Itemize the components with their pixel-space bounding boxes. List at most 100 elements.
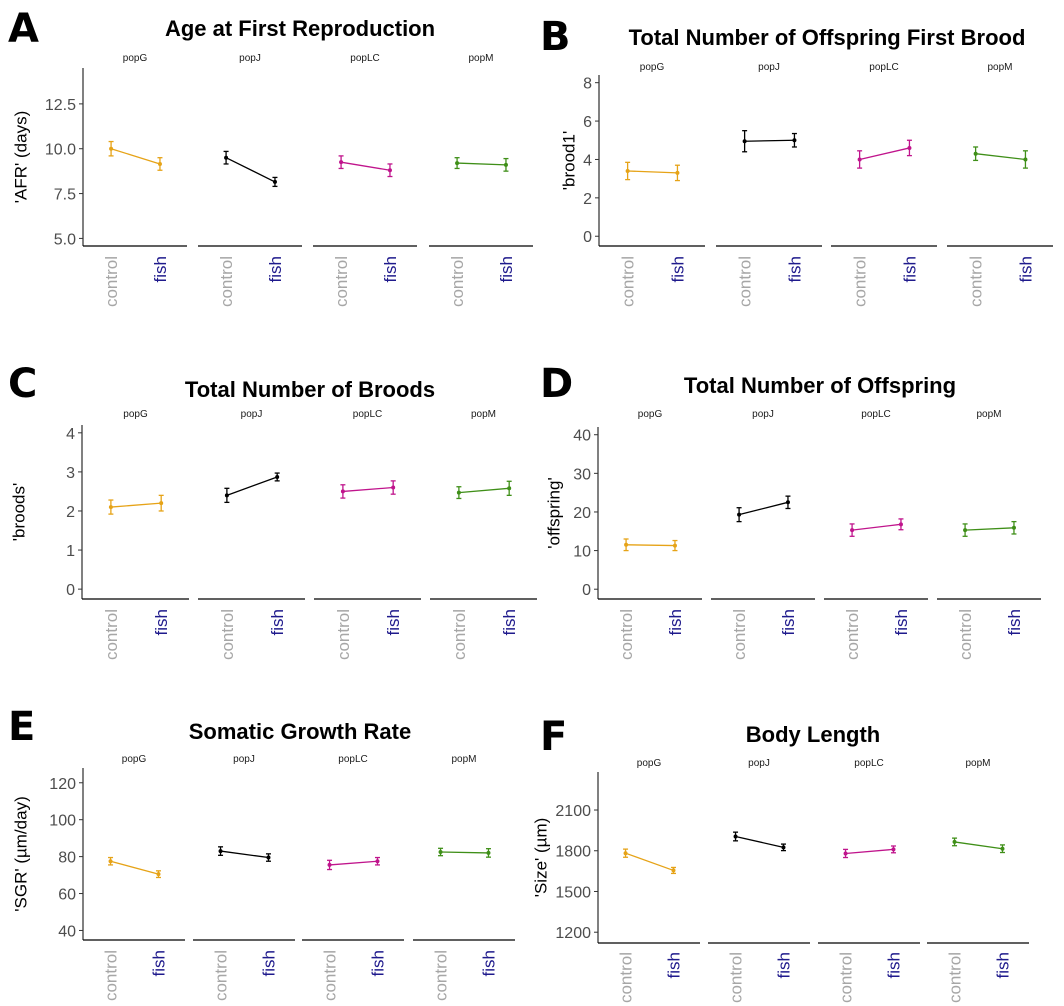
facet-popm: popM control fish	[947, 62, 1053, 307]
data-point	[272, 179, 277, 184]
facet-popg: popG control fish	[598, 409, 702, 660]
x-tick-fish: fish	[664, 952, 683, 978]
data-point	[672, 543, 677, 548]
x-tick-fish: fish	[384, 609, 403, 635]
panel-letter: B	[540, 14, 571, 60]
panel-title: Total Number of Offspring First Brood	[629, 25, 1026, 50]
data-point	[387, 168, 392, 173]
y-tick-label: 2100	[555, 803, 591, 820]
x-tick-fish: fish	[1016, 256, 1035, 282]
data-point	[1000, 846, 1005, 851]
data-point	[218, 849, 223, 854]
data-point	[456, 490, 461, 495]
data-point	[733, 834, 738, 839]
y-tick-label: 10.0	[45, 142, 76, 159]
x-tick-fish: fish	[266, 256, 285, 282]
facet-popm: popM control fish	[937, 409, 1041, 660]
data-point	[973, 151, 978, 156]
data-point	[952, 839, 957, 844]
data-point	[391, 485, 396, 490]
x-tick-fish: fish	[892, 609, 911, 635]
panel-f: F Body Length 1200 1500 1800 2100 'Size' (µm) p…	[531, 714, 1029, 1003]
series-line	[954, 841, 1003, 850]
series-line	[225, 157, 276, 183]
panel-title: Body Length	[746, 722, 880, 747]
series-line	[220, 850, 269, 859]
y-tick-label: 1200	[555, 925, 591, 942]
facet-popj: popJ control fish	[716, 62, 822, 307]
data-point	[785, 500, 790, 505]
y-tick-label: 2	[583, 191, 592, 208]
facet-label: popLC	[861, 409, 890, 420]
panel-d: D Total Number of Offspring 0 10 20 30 40 'offs…	[540, 361, 1041, 660]
series-line	[329, 860, 378, 866]
y-tick-label: 0	[583, 229, 592, 246]
data-point	[624, 542, 629, 547]
x-tick-control: control	[102, 609, 121, 660]
y-tick-label: 3	[66, 465, 75, 482]
panel-b: B Total Number of Offspring First Brood 0 2…	[540, 14, 1053, 307]
y-tick-label: 4	[583, 152, 592, 169]
panel-a: A Age at First Reproduction 5.0 7.5 10.0 12.5…	[8, 6, 533, 307]
data-point	[224, 155, 229, 160]
data-point	[1011, 525, 1016, 530]
panel-title: Somatic Growth Rate	[189, 719, 411, 744]
facet-label: popM	[987, 62, 1012, 73]
x-tick-fish: fish	[1005, 609, 1024, 635]
x-tick-control: control	[332, 256, 351, 307]
series-line	[859, 147, 910, 161]
data-point	[1023, 157, 1028, 162]
x-tick-fish: fish	[151, 256, 170, 282]
data-point	[891, 847, 896, 852]
y-tick-label: 1	[66, 543, 75, 560]
data-point	[108, 505, 113, 510]
x-tick-control: control	[212, 950, 231, 1001]
facet-popj: popJ control fish	[198, 53, 302, 307]
series-line	[975, 153, 1026, 161]
y-tick-label: 40	[58, 923, 76, 940]
x-tick-fish: fish	[500, 609, 519, 635]
series-line	[457, 162, 506, 166]
x-tick-fish: fish	[152, 609, 171, 635]
series-line	[226, 476, 278, 496]
y-tick-label: 100	[49, 813, 76, 830]
facet-popg: popG control fish	[83, 754, 185, 1001]
x-tick-fish: fish	[666, 609, 685, 635]
data-point	[850, 528, 855, 533]
x-tick-fish: fish	[149, 950, 168, 976]
data-point	[375, 859, 380, 864]
y-tick-label: 0	[582, 582, 591, 599]
facet-label: popLC	[338, 754, 367, 765]
facet-popg: popG control fish	[82, 409, 189, 660]
series-line	[852, 523, 902, 531]
y-tick-label: 1800	[555, 844, 591, 861]
facet-popj: popJ control fish	[198, 409, 305, 660]
data-point	[438, 850, 443, 854]
x-tick-fish: fish	[785, 256, 804, 282]
series-line	[110, 502, 162, 508]
x-tick-fish: fish	[900, 256, 919, 282]
y-tick-label: 12.5	[45, 97, 76, 114]
data-point	[737, 512, 742, 517]
facet-popm: popM control fish	[927, 758, 1029, 1003]
y-tick-label: 60	[58, 887, 76, 904]
y-tick-label: 8	[583, 76, 592, 93]
panel-title: Total Number of Offspring	[684, 373, 956, 398]
data-point	[671, 868, 676, 873]
x-tick-control: control	[967, 256, 986, 307]
x-tick-fish: fish	[479, 950, 498, 976]
facet-popm: popM control fish	[413, 754, 515, 1001]
x-tick-control: control	[450, 609, 469, 660]
series-line	[965, 527, 1014, 531]
x-tick-control: control	[432, 950, 451, 1001]
y-tick-label: 0	[66, 582, 75, 599]
facet-label: popLC	[854, 758, 883, 769]
data-point	[327, 862, 332, 867]
x-tick-control: control	[730, 609, 749, 660]
y-axis-label: 'brood1'	[559, 131, 578, 190]
x-tick-control: control	[619, 256, 638, 307]
y-tick-label: 80	[58, 850, 76, 867]
x-tick-control: control	[736, 256, 755, 307]
y-axis-label: 'offspring'	[544, 477, 563, 548]
data-point	[275, 474, 280, 479]
